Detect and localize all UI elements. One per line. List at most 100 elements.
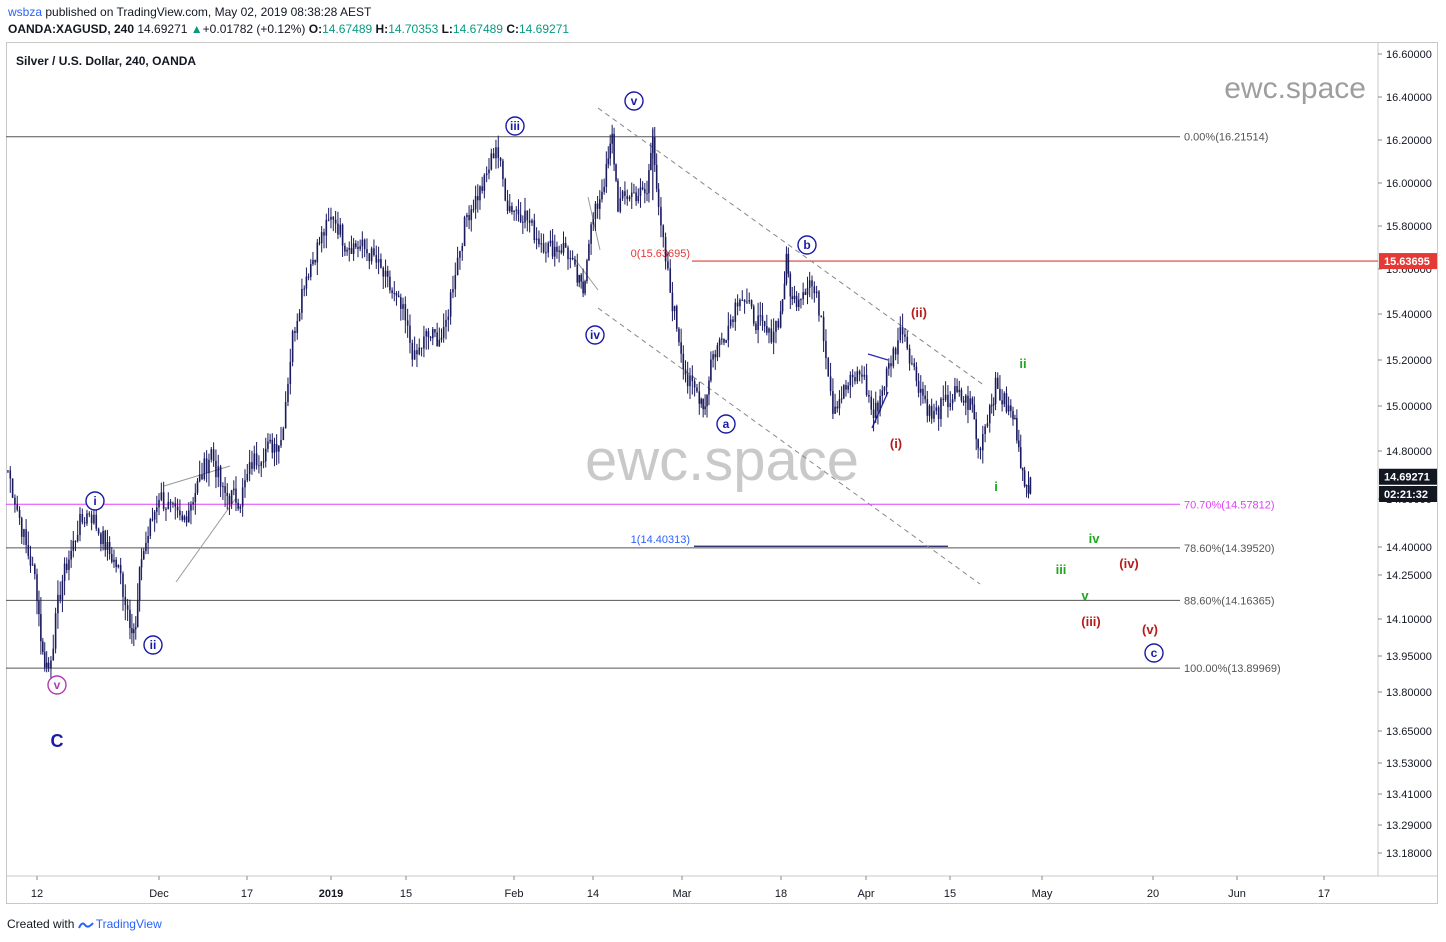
wave-label-iv-green: iv (1089, 531, 1101, 546)
candle-body (165, 508, 167, 510)
candle-body (361, 239, 364, 247)
candle-body (149, 519, 152, 537)
candle-body (806, 287, 809, 295)
candle-body (935, 407, 938, 411)
fib-level-label: 78.60%(14.39520) (1184, 543, 1275, 555)
candle-body (461, 246, 464, 252)
wave-label-ii-blue-circle (143, 635, 163, 655)
candle-body (203, 458, 206, 480)
candle-body (418, 347, 421, 355)
time-axis-label: 15 (944, 888, 956, 900)
candle-body (590, 224, 592, 244)
published-text: published on TradingView.com, May 02, 20… (42, 5, 372, 19)
candle-body (881, 390, 884, 397)
candle-body (646, 193, 648, 195)
candle-body (224, 486, 226, 493)
candle-body (332, 216, 335, 220)
author-link[interactable]: wsbza (8, 5, 43, 19)
candle-body (693, 381, 696, 388)
wave-label-iii-blue-circle (505, 116, 525, 136)
candle-body (90, 514, 93, 524)
candle-body (940, 398, 942, 419)
candle-body (960, 389, 963, 401)
candle-body (95, 514, 98, 529)
candle-body (318, 242, 321, 244)
candle-body (956, 386, 958, 392)
candle-body (734, 302, 737, 322)
candle-body (789, 273, 792, 297)
candle-body (210, 449, 213, 460)
candle-body (246, 473, 249, 481)
candle-body (23, 529, 25, 537)
publish-info: wsbza published on TradingView.com, May … (8, 5, 371, 19)
candle-body (474, 196, 477, 210)
candle-body (736, 302, 739, 307)
price-axis-label: 16.40000 (1386, 92, 1432, 104)
candle-body (669, 268, 672, 293)
candle-body (425, 331, 428, 337)
wave-label-v-blue: v (631, 94, 638, 108)
candle-body (110, 554, 113, 562)
candle-body (470, 209, 473, 221)
candle-body (68, 559, 70, 570)
candle-body (691, 375, 694, 382)
chart-frame[interactable] (6, 42, 1438, 904)
candle-body (926, 399, 929, 416)
candle-body (113, 559, 115, 562)
candle-body (327, 219, 330, 221)
high-value: 14.70353 (388, 22, 439, 36)
price-axis-label: 13.41000 (1386, 789, 1432, 801)
candle-body (181, 515, 184, 520)
candle-body (562, 243, 565, 253)
candle-body (772, 331, 775, 343)
candle-body (192, 502, 194, 505)
candle-body (598, 199, 601, 209)
candle-body (1003, 393, 1006, 405)
candle-body (781, 299, 784, 312)
footer: Created with TradingView (0, 908, 1446, 942)
candle-body (226, 492, 229, 497)
candle-body (526, 210, 529, 221)
candle-body (890, 363, 892, 367)
candle-body (382, 267, 385, 277)
candle-body (488, 169, 490, 174)
candle-body (40, 614, 42, 642)
candle-body (495, 147, 497, 159)
candle-body (502, 160, 504, 180)
candle-body (294, 330, 296, 334)
candle-body (397, 295, 400, 298)
candle-body (540, 243, 543, 245)
price-axis-label: 14.25000 (1386, 570, 1432, 582)
candle-body (763, 321, 766, 327)
wave-label-iii-green: iii (1056, 562, 1067, 577)
price-axis-label: 13.95000 (1386, 651, 1432, 663)
candle-body (673, 306, 676, 312)
candle-body (551, 240, 554, 257)
candle-body (696, 387, 698, 392)
watermark-center: ewc.space (585, 428, 859, 493)
price-axis-label: 13.18000 (1386, 848, 1432, 860)
candle-body (169, 501, 172, 504)
candle-body (427, 331, 430, 337)
candle-body (641, 187, 644, 190)
candle-body (538, 238, 540, 245)
candle-body (942, 398, 945, 400)
candle-body (825, 341, 827, 359)
candle-body (72, 540, 75, 551)
candle-body (370, 248, 373, 262)
candle-body (122, 573, 124, 597)
candle-body (992, 404, 995, 406)
candle-body (215, 460, 217, 478)
candle-body (1023, 470, 1026, 487)
wave-label-iv-red: (iv) (1119, 556, 1139, 571)
candle-body (86, 513, 88, 524)
candle-body (93, 514, 95, 524)
wave-label-i-red: (i) (890, 436, 902, 451)
candle-body (377, 258, 380, 263)
tradingview-link[interactable]: TradingView (95, 917, 162, 931)
candle-body (36, 574, 38, 601)
candle-body (899, 327, 902, 341)
chart-header: wsbza published on TradingView.com, May … (0, 0, 1446, 40)
candle-body (743, 299, 746, 302)
